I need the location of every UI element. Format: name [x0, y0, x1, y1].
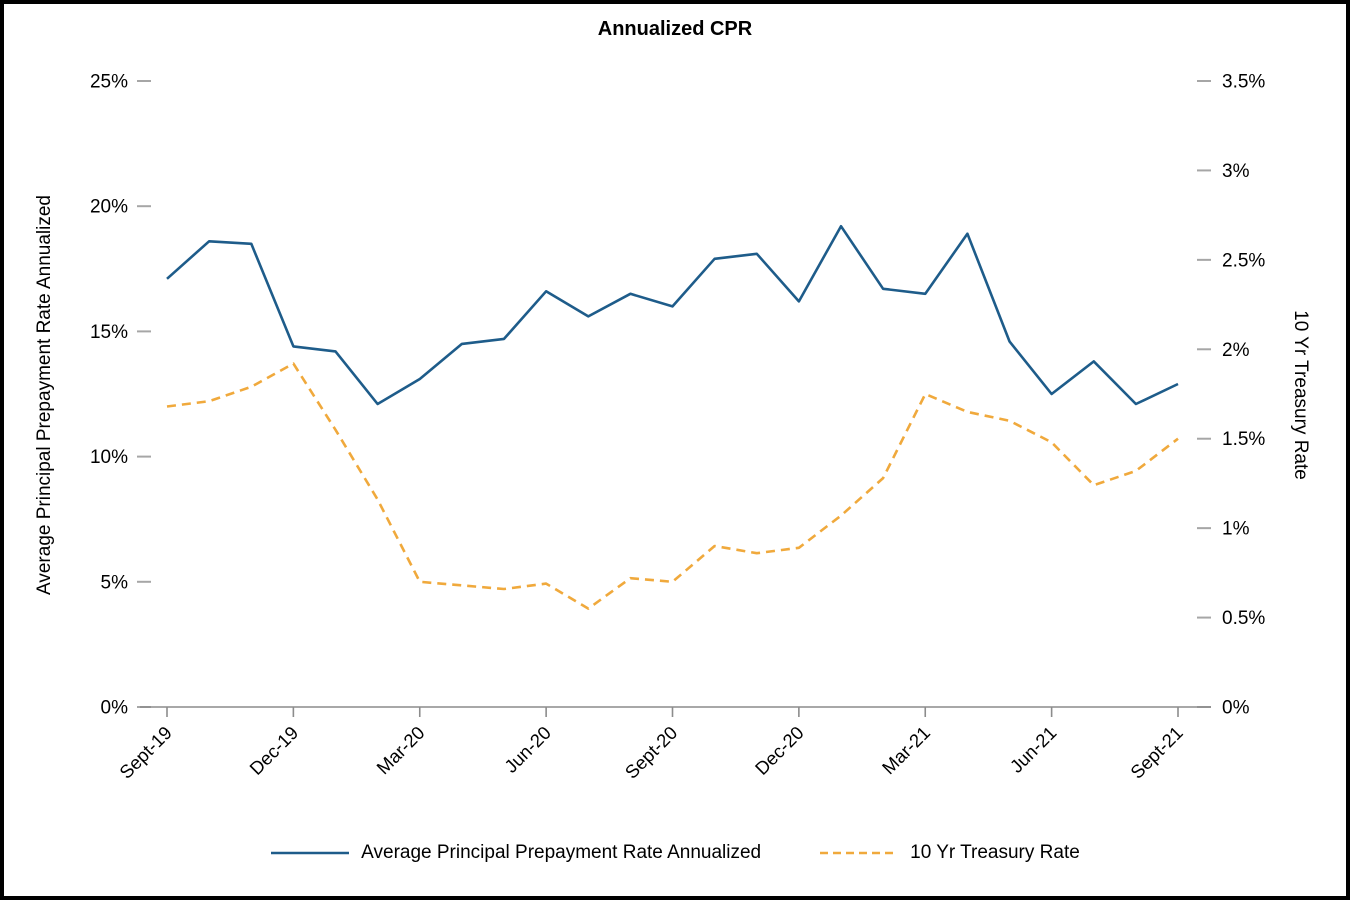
legend-entry-cpr: Average Principal Prepayment Rate Annual…: [270, 842, 761, 864]
x-axis-tick-label: Sept-19: [115, 722, 176, 783]
left-axis-tick-label: 5%: [101, 572, 129, 593]
x-axis-tick-label: Dec-20: [751, 722, 808, 779]
legend-label-treasury: 10 Yr Treasury Rate: [910, 842, 1080, 863]
right-axis-tick-label: 3.5%: [1222, 72, 1265, 93]
right-axis-tick-label: 3%: [1222, 161, 1250, 182]
legend-label-cpr: Average Principal Prepayment Rate Annual…: [361, 842, 762, 863]
legend-entry-treasury: 10 Yr Treasury Rate: [819, 842, 1080, 864]
right-axis-tick-label: 0.5%: [1222, 608, 1265, 629]
x-axis-tick-label: Sept-21: [1126, 722, 1187, 783]
left-axis-tick-label: 0%: [101, 698, 129, 719]
chart-canvas: 0% 5% 10% 15% 20% 25% 0% 0.5% 1% 1.5% 2% 2.5% 3% 3.5%…: [90, 72, 1265, 783]
right-axis-tick-label: 1%: [1222, 519, 1250, 540]
x-axis-tick-label: Jun-21: [1006, 722, 1061, 777]
left-axis-tick-label: 25%: [90, 72, 128, 93]
right-axis-tick-label: 2.5%: [1222, 250, 1265, 271]
x-axis-tick-label: Mar-20: [372, 722, 428, 778]
legend-solid-line-swatch: [271, 851, 350, 855]
left-axis-tick-label: 20%: [90, 197, 128, 218]
left-axis-tick-label: 10%: [90, 447, 128, 468]
chart-title: Annualized CPR: [597, 18, 753, 40]
legend-dashed-line-swatch: [820, 851, 899, 855]
series-line-cpr: [166, 224, 1179, 406]
x-axis-tick-label: Sept-20: [621, 722, 682, 783]
chart-legend: Average Principal Prepayment Rate Annual…: [4, 842, 1346, 864]
right-axis-tick-label: 2%: [1222, 340, 1250, 361]
x-axis-tick-label: Jun-20: [500, 722, 555, 777]
series-line-treasury: [166, 362, 1179, 610]
right-axis-tick-label: 0%: [1222, 698, 1250, 719]
right-axis-tick-label: 1.5%: [1222, 429, 1265, 450]
x-axis-tick-label: Mar-21: [878, 722, 934, 778]
left-axis-tick-label: 15%: [90, 322, 128, 343]
x-axis-tick-label: Dec-19: [245, 722, 302, 779]
